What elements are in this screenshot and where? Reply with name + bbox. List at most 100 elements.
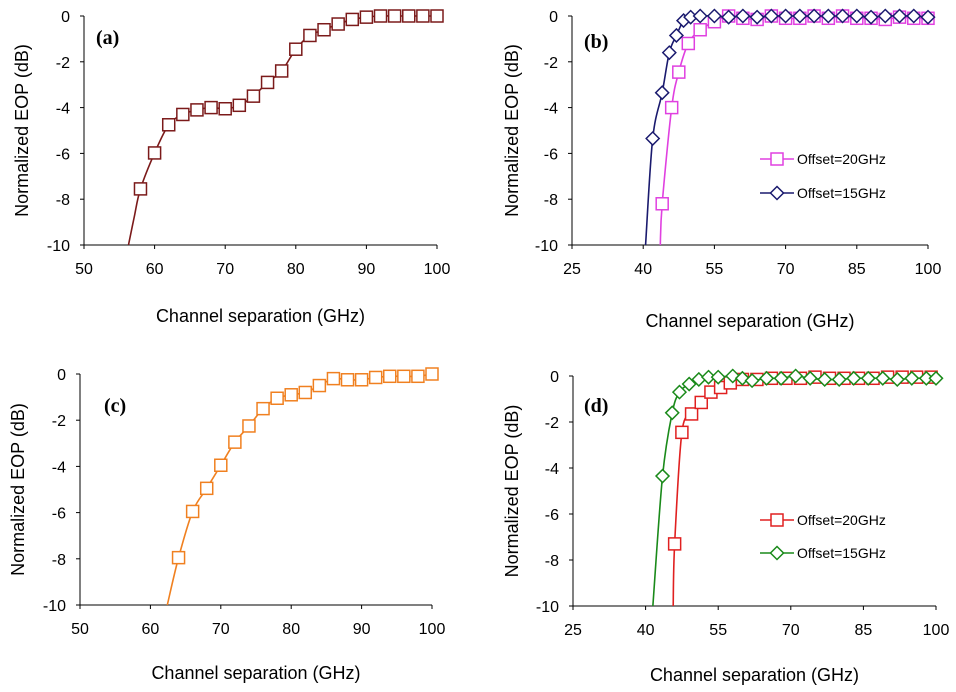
x-axis-label: Channel separation (GHz) — [151, 663, 360, 683]
y-tick-label: -6 — [56, 146, 70, 163]
x-tick-label: 100 — [923, 622, 950, 639]
y-tick-label: -8 — [545, 553, 559, 570]
chart-panel-1: 0 -2 -4 -6 -8 -10 25 40 55 70 85 100 Channel separat… — [502, 8, 942, 331]
x-tick-label: 100 — [424, 261, 451, 278]
data-point — [817, 371, 833, 388]
y-tick-label: -4 — [52, 459, 66, 476]
data-point — [340, 373, 355, 387]
data-point — [383, 369, 397, 384]
x-tick-label: 85 — [855, 622, 873, 639]
data-point — [667, 537, 682, 551]
data-point — [904, 370, 920, 386]
panel-letter: (b) — [584, 31, 608, 53]
data-point — [368, 370, 383, 385]
data-point — [345, 12, 360, 27]
data-point — [354, 373, 369, 387]
data-point — [759, 370, 775, 386]
data-point — [906, 8, 922, 24]
x-tick-label: 70 — [216, 261, 234, 278]
x-tick-label: 55 — [709, 622, 727, 639]
data-point — [274, 64, 289, 78]
data-point — [763, 8, 779, 24]
data-point — [284, 388, 298, 402]
y-tick-label: -2 — [52, 413, 66, 430]
data-point — [834, 8, 851, 24]
data-point — [317, 22, 331, 37]
data-point — [654, 85, 670, 101]
data-point — [425, 367, 439, 381]
data-point — [331, 17, 345, 31]
data-point — [411, 369, 425, 384]
data-point — [773, 370, 789, 386]
data-point — [298, 385, 313, 400]
data-point — [889, 371, 905, 388]
data-point — [681, 36, 696, 51]
data-point — [190, 103, 204, 117]
data-point — [232, 98, 247, 113]
x-tick-label: 40 — [637, 622, 655, 639]
y-tick-label: -8 — [544, 192, 558, 209]
panel-letter: (c) — [104, 395, 126, 417]
data-point — [694, 395, 709, 410]
y-tick-label: 0 — [549, 9, 558, 26]
y-tick-label: -6 — [52, 506, 66, 523]
panel-letter: (d) — [584, 395, 608, 417]
data-point — [303, 28, 317, 43]
data-point — [402, 9, 416, 23]
data-point — [721, 9, 737, 25]
legend-label: Offset=20GHz — [797, 151, 886, 167]
data-point — [387, 9, 402, 23]
x-tick-label: 85 — [848, 261, 866, 278]
x-tick-label: 70 — [782, 622, 800, 639]
series-0 — [667, 370, 938, 607]
x-tick-label: 100 — [915, 261, 942, 278]
data-point — [326, 371, 341, 386]
data-point — [792, 8, 808, 24]
x-tick-label: 60 — [146, 261, 164, 278]
data-point — [176, 107, 190, 122]
x-tick-label: 50 — [75, 261, 93, 278]
y-tick-label: -4 — [544, 101, 558, 118]
legend-label: Offset=20GHz — [797, 512, 886, 528]
x-tick-label: 60 — [142, 621, 160, 638]
data-point — [218, 101, 232, 116]
data-point — [430, 9, 444, 23]
y-tick-label: 0 — [57, 367, 66, 384]
data-point — [802, 370, 818, 386]
x-tick-label: 100 — [419, 621, 446, 638]
data-point — [891, 8, 908, 24]
data-point — [256, 401, 270, 416]
data-point — [228, 435, 242, 449]
data-point — [668, 27, 684, 44]
y-tick-label: -6 — [544, 146, 558, 163]
x-tick-label: 70 — [777, 261, 795, 278]
y-tick-label: -4 — [545, 461, 559, 478]
series-0 — [166, 367, 439, 606]
data-point — [778, 8, 794, 24]
legend-label: Offset=15GHz — [797, 185, 886, 201]
legend-marker — [769, 185, 785, 201]
series-1 — [652, 368, 944, 607]
y-tick-label: -8 — [56, 192, 70, 209]
data-point — [788, 368, 804, 384]
data-point — [171, 550, 186, 565]
data-point — [672, 65, 686, 79]
x-axis-label: Channel separation (GHz) — [645, 311, 854, 331]
data-point — [846, 370, 862, 386]
data-point — [849, 8, 865, 24]
data-point — [185, 504, 200, 519]
data-point — [655, 197, 669, 211]
data-point — [270, 391, 284, 406]
y-axis-label: Normalized EOP (dB) — [8, 403, 28, 576]
chart-panel-3: 0 -2 -4 -6 -8 -10 25 40 55 70 85 100 Channel separat… — [502, 368, 950, 685]
y-tick-label: 0 — [550, 369, 559, 386]
chart-panel-0: 0 -2 -4 -6 -8 -10 50 60 70 80 90 100 Channel separat… — [12, 9, 450, 326]
data-point — [692, 8, 708, 24]
x-tick-label: 90 — [353, 621, 371, 638]
x-tick-label: 25 — [563, 261, 581, 278]
data-point — [744, 373, 760, 389]
y-tick-label: -8 — [52, 552, 66, 569]
y-tick-label: -10 — [535, 238, 558, 255]
data-point — [664, 405, 680, 421]
y-tick-label: -10 — [47, 238, 70, 255]
